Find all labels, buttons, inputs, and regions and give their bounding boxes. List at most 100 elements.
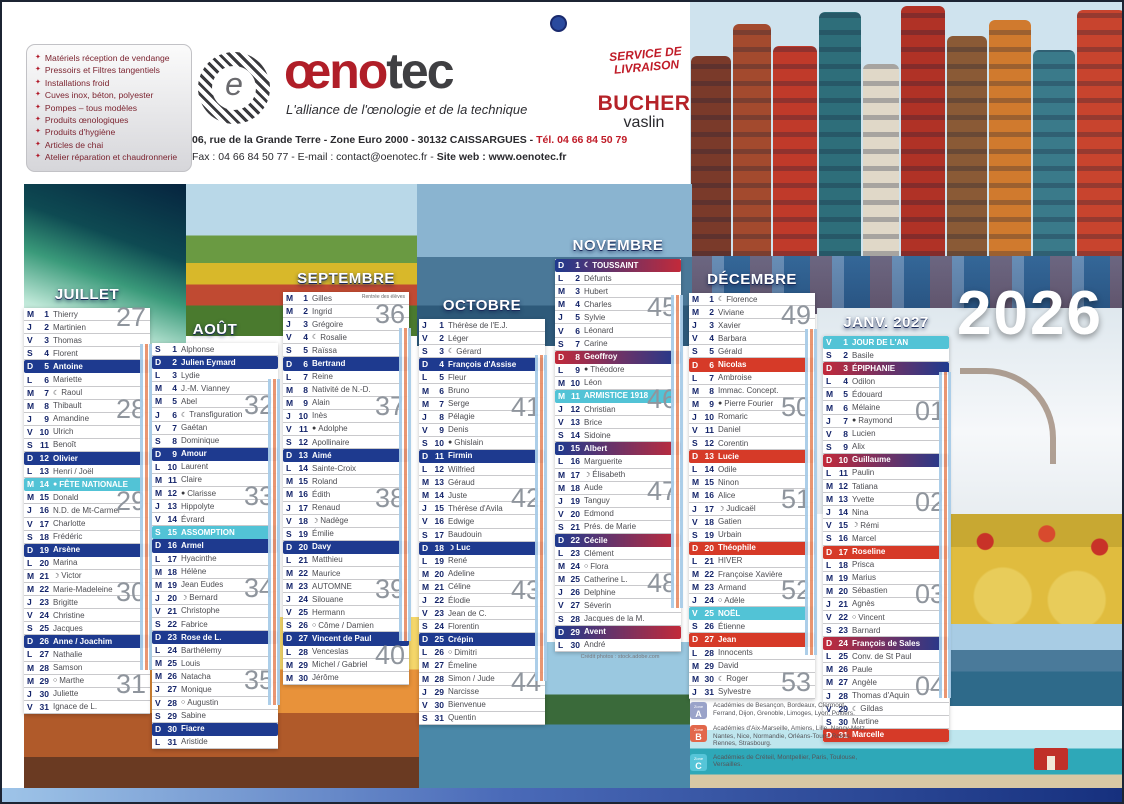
day-letter: D bbox=[422, 634, 429, 645]
saint-name: Guillaume bbox=[852, 455, 891, 465]
day-number: 9 bbox=[439, 424, 444, 435]
day-row: J 8 Pélagie bbox=[419, 410, 545, 424]
day-row: M 7 ☾ Raoul bbox=[24, 386, 150, 400]
saint-name: Raïssa bbox=[312, 345, 337, 355]
day-row: S 3 ☾ Gérard bbox=[419, 345, 545, 359]
day-row: M 22 Marie-Madeleine bbox=[24, 582, 150, 597]
day-row: M 10 Léon bbox=[555, 376, 681, 390]
day-letter: V bbox=[155, 422, 161, 433]
day-row: M 7 Serge bbox=[419, 397, 545, 411]
zone-letter: C bbox=[695, 760, 702, 771]
day-letter: L bbox=[422, 372, 428, 383]
month-column: S 1 Alphonse D 2 Julien Eymard L 3 Lydie M 4 J.-M. … bbox=[152, 343, 278, 750]
service-bullet-icon: ✦ bbox=[35, 66, 41, 74]
day-row: V 14 Évrard bbox=[152, 513, 278, 527]
saint-name: NOËL bbox=[718, 608, 741, 618]
day-row: S 18 Frédéric bbox=[24, 530, 150, 544]
saint-name: Urbain bbox=[718, 530, 742, 540]
day-row: L 21 Matthieu bbox=[283, 553, 409, 567]
saint-name: Hubert bbox=[584, 286, 609, 296]
saint-name: Défunts bbox=[584, 273, 612, 283]
day-number: 13 bbox=[298, 450, 308, 461]
day-number: 13 bbox=[39, 466, 49, 477]
month-column: D 1 ☾ TOUSSAINT L 2 Défunts M 3 Hubert M 4 Charles J 5… bbox=[555, 259, 681, 652]
saint-name: Charles bbox=[584, 299, 612, 309]
day-row: L 27 Nathalie bbox=[24, 648, 150, 662]
saint-name: Gildas bbox=[860, 704, 883, 714]
day-row: S 26 Étienne bbox=[689, 620, 815, 634]
saint-name: Reine bbox=[312, 372, 333, 382]
tricolor-ribbon bbox=[535, 355, 547, 682]
saint-name: HIVER bbox=[718, 556, 743, 566]
day-row: L 13 Henri / Joël bbox=[24, 465, 150, 479]
saint-name: Marcel bbox=[852, 533, 877, 543]
day-letter: M bbox=[692, 660, 700, 671]
day-row: J 14 Nina bbox=[823, 506, 949, 520]
day-number: 16 bbox=[838, 533, 848, 544]
saint-name: Narcisse bbox=[448, 687, 480, 697]
day-letter: J bbox=[692, 411, 697, 422]
day-number: 7 bbox=[303, 371, 308, 382]
day-letter: L bbox=[692, 464, 698, 475]
day-row: M 4 Charles bbox=[555, 298, 681, 312]
day-number: 29 bbox=[434, 686, 444, 697]
day-letter: L bbox=[155, 370, 161, 381]
day-number: 10 bbox=[298, 410, 308, 421]
day-letter: V bbox=[27, 610, 33, 621]
day-row: M 9 Alain bbox=[283, 396, 409, 410]
day-letter: D bbox=[692, 359, 699, 370]
services-list-box: ✦ Matériels réception de vendange ✦ Pressoi… bbox=[26, 44, 192, 172]
saint-name: André bbox=[584, 640, 606, 650]
zone-word: Zone bbox=[693, 704, 704, 709]
day-number: 7 bbox=[44, 387, 49, 398]
day-number: 11 bbox=[705, 424, 714, 435]
day-number: 17 bbox=[39, 518, 49, 529]
day-letter: D bbox=[27, 361, 34, 372]
day-row: L 25 Conv. de St Paul bbox=[823, 650, 949, 664]
saint-name: FÊTE NATIONALE bbox=[59, 479, 128, 489]
day-row: J 21 Agnès bbox=[823, 597, 949, 611]
day-letter: M bbox=[692, 307, 700, 318]
day-letter: D bbox=[558, 626, 565, 637]
day-number: 20 bbox=[704, 542, 714, 553]
saint-name: Édith bbox=[312, 489, 331, 499]
day-letter: D bbox=[422, 542, 429, 553]
logo-tagline: L'alliance de l'œnologie et de la techni… bbox=[286, 102, 528, 117]
day-letter: M bbox=[826, 389, 834, 400]
day-letter: M bbox=[692, 294, 700, 305]
day-letter: V bbox=[422, 424, 428, 435]
moon-phase-icon: ○ bbox=[448, 648, 453, 656]
day-row: D 15 Albert bbox=[555, 442, 681, 456]
day-number: 21 bbox=[39, 570, 49, 581]
saint-name: Pierre Fourier bbox=[724, 399, 774, 409]
saint-name: ÉPIPHANIE bbox=[852, 363, 896, 373]
day-letter: L bbox=[558, 456, 564, 467]
day-number: 26 bbox=[570, 587, 580, 598]
address-phone: Tél. 04 66 84 50 79 bbox=[536, 134, 628, 146]
day-letter: L bbox=[286, 371, 292, 382]
day-row: V 25 Hermann bbox=[283, 606, 409, 620]
day-letter: M bbox=[692, 582, 700, 593]
day-letter: M bbox=[286, 293, 294, 304]
day-row: L 4 Odilon bbox=[823, 375, 949, 389]
saint-name: Conv. de St Paul bbox=[852, 651, 912, 661]
day-number: 11 bbox=[299, 423, 308, 434]
day-number: 29 bbox=[838, 703, 848, 714]
day-number: 5 bbox=[439, 372, 444, 383]
day-row: D 20 Davy bbox=[283, 540, 409, 554]
day-number: 7 bbox=[843, 415, 848, 426]
day-row: L 14 Sainte-Croix bbox=[283, 462, 409, 476]
saint-name: Clément bbox=[584, 548, 614, 558]
day-number: 12 bbox=[298, 437, 308, 448]
day-row: M 14 ● FÊTE NATIONALE bbox=[24, 478, 150, 492]
day-number: 16 bbox=[434, 516, 444, 527]
day-letter: D bbox=[27, 636, 34, 647]
day-number: 17 bbox=[570, 469, 580, 480]
day-row: D 4 François d'Assise bbox=[419, 358, 545, 372]
saint-name: Paule bbox=[852, 664, 873, 674]
day-row: M 5 Édouard bbox=[823, 388, 949, 402]
photo-amsterdam-house bbox=[733, 24, 772, 256]
day-number: 27 bbox=[298, 633, 308, 644]
saint-name: Vincent de Paul bbox=[312, 633, 372, 643]
day-row: D 30 Fiacre bbox=[152, 722, 278, 736]
